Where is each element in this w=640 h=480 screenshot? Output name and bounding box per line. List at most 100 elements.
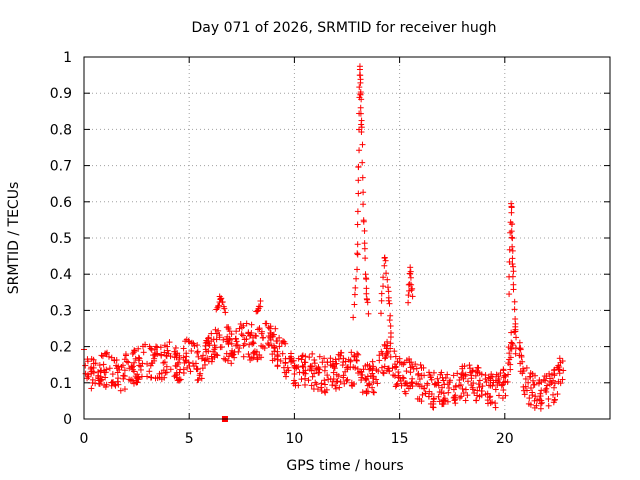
y-tick-label: 0.8: [50, 122, 72, 138]
data-point: [406, 281, 413, 288]
data-point: [386, 367, 393, 374]
data-point: [366, 380, 373, 387]
data-point: [383, 270, 390, 277]
data-point: [125, 359, 132, 366]
data-point: [363, 285, 370, 292]
data-point: [137, 366, 144, 373]
data-point: [502, 392, 509, 399]
data-point: [523, 364, 530, 371]
data-point: [355, 164, 362, 171]
data-point: [135, 376, 142, 383]
x-tick-label: 5: [185, 431, 194, 447]
data-point: [272, 325, 279, 332]
data-point: [546, 375, 553, 382]
data-point: [475, 364, 482, 371]
data-point: [100, 361, 107, 368]
data-point: [291, 370, 298, 377]
data-point: [323, 386, 330, 393]
data-point: [359, 174, 366, 181]
data-point: [527, 401, 534, 408]
data-point: [288, 358, 295, 365]
data-point: [543, 385, 550, 392]
data-point: [327, 355, 334, 362]
data-point: [486, 394, 493, 401]
data-point: [381, 363, 388, 370]
data-point: [358, 368, 365, 375]
data-point: [419, 391, 426, 398]
data-point: [140, 349, 147, 356]
data-point: [158, 351, 165, 358]
data-point: [354, 221, 361, 228]
data-point: [284, 364, 291, 371]
data-point: [538, 397, 545, 404]
data-point: [194, 349, 201, 356]
data-point: [363, 290, 370, 297]
data-point: [324, 359, 331, 366]
data-point: [267, 323, 274, 330]
data-point: [84, 358, 91, 365]
data-point: [201, 361, 208, 368]
data-point: [123, 358, 130, 365]
data-point: [224, 357, 231, 364]
y-tick-label: 0.4: [50, 267, 72, 283]
data-point: [540, 376, 547, 383]
data-point: [142, 341, 149, 348]
data-point: [272, 345, 279, 352]
data-point: [319, 359, 326, 366]
data-point: [492, 404, 499, 411]
data-point: [363, 296, 370, 303]
data-point: [218, 344, 225, 351]
data-point: [365, 310, 372, 317]
data-point: [440, 390, 447, 397]
data-point: [430, 369, 437, 376]
data-point: [392, 363, 399, 370]
data-point: [173, 363, 180, 370]
data-point: [161, 342, 168, 349]
data-point: [130, 366, 137, 373]
data-point: [473, 397, 480, 404]
data-point: [270, 331, 277, 338]
data-point: [298, 356, 305, 363]
data-point: [505, 344, 512, 351]
data-point: [537, 405, 544, 412]
data-point: [489, 382, 496, 389]
data-point: [512, 326, 519, 333]
data-point: [482, 391, 489, 398]
data-point: [274, 356, 281, 363]
data-point: [246, 341, 253, 348]
data-point: [254, 356, 261, 363]
data-point: [428, 376, 435, 383]
data-point: [355, 351, 362, 358]
data-point: [85, 373, 92, 380]
data-point: [250, 340, 257, 347]
data-point: [204, 339, 211, 346]
data-point: [508, 228, 515, 235]
data-point: [228, 331, 235, 338]
data-point: [370, 388, 377, 395]
data-point: [345, 356, 352, 363]
data-point: [408, 359, 415, 366]
data-point: [282, 340, 289, 347]
data-point: [361, 245, 368, 252]
data-point: [324, 372, 331, 379]
data-point: [98, 376, 105, 383]
data-point: [88, 385, 95, 392]
data-point: [407, 369, 414, 376]
data-point: [313, 381, 320, 388]
data-point: [274, 362, 281, 369]
data-point: [130, 349, 137, 356]
data-point: [506, 258, 513, 265]
data-point: [489, 373, 496, 380]
data-point: [529, 389, 536, 396]
data-point: [138, 373, 145, 380]
data-point: [194, 342, 201, 349]
data-point: [500, 379, 507, 386]
data-point: [418, 383, 425, 390]
data-point: [202, 346, 209, 353]
data-point: [153, 350, 160, 357]
data-point: [467, 365, 474, 372]
data-point: [451, 394, 458, 401]
data-point: [512, 350, 519, 357]
data-point: [363, 276, 370, 283]
data-point: [161, 374, 168, 381]
